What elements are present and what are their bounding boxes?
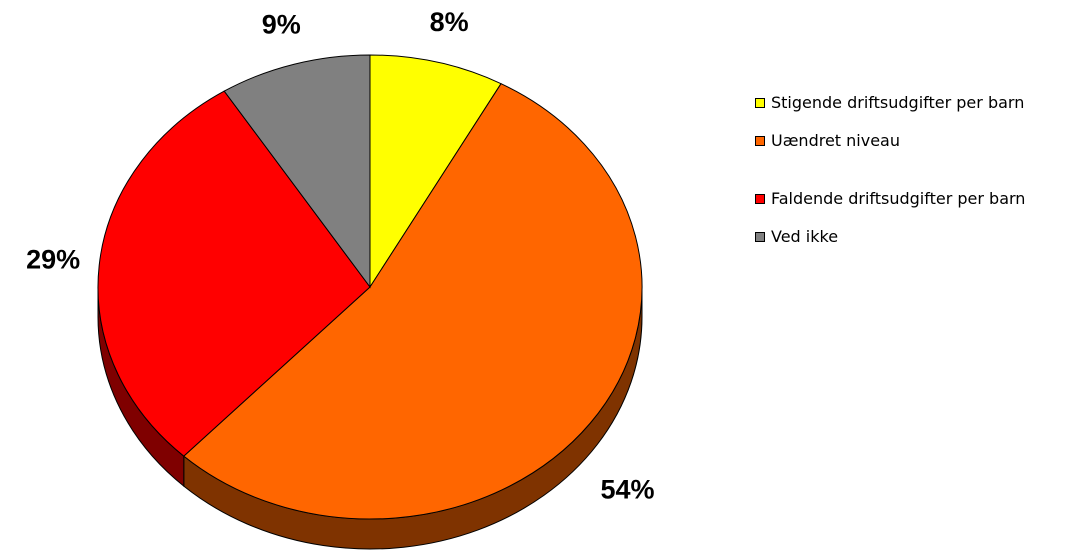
legend-item: Uændret niveau <box>755 130 1071 152</box>
data-label: 54% <box>600 475 654 505</box>
slice <box>223 54 371 289</box>
data-label: 8% <box>430 7 469 37</box>
data-label: 29% <box>26 245 80 275</box>
legend-swatch <box>755 98 765 108</box>
legend-label: Stigende driftsudgifter per barn <box>771 93 1025 112</box>
data-label: 9% <box>262 9 301 39</box>
legend: Stigende driftsudgifter per barn Uændret … <box>755 92 1085 248</box>
slice <box>183 83 643 520</box>
slice <box>369 54 502 289</box>
legend-label: Faldende driftsudgifter per barn <box>771 189 1026 208</box>
legend-item: Stigende driftsudgifter per barn <box>755 92 1071 114</box>
slice <box>97 90 371 457</box>
legend-swatch <box>755 232 765 242</box>
legend-label: Ved ikke <box>771 227 839 246</box>
legend-swatch <box>755 194 765 204</box>
legend-item: Ved ikke <box>755 226 1071 248</box>
legend-swatch <box>755 136 765 146</box>
legend-label: Uændret niveau <box>771 131 900 150</box>
legend-item: Faldende driftsudgifter per barn <box>755 188 1071 210</box>
